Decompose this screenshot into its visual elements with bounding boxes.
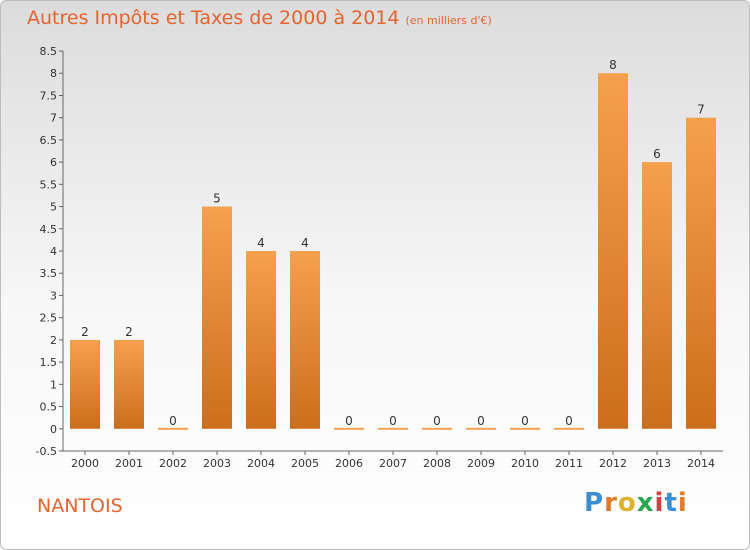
bar-2011	[554, 427, 584, 430]
y-tick-label: 3.5	[40, 267, 58, 280]
y-tick-label: 4	[50, 245, 57, 258]
data-label: 8	[609, 58, 617, 72]
y-tick-label: 4.5	[40, 223, 58, 236]
data-label: 5	[213, 192, 221, 206]
y-tick-label: 7	[50, 112, 57, 125]
y-tick-label: 2	[50, 334, 57, 347]
x-tick-label: 2012	[599, 457, 627, 470]
data-label: 4	[257, 236, 265, 250]
x-tick-label: 2013	[643, 457, 671, 470]
data-label: 7	[697, 103, 705, 117]
y-tick-label: 7.5	[40, 89, 58, 102]
chart-unit: (en milliers d'€)	[405, 14, 492, 27]
bar-2006	[334, 427, 364, 430]
x-tick-label: 2008	[423, 457, 451, 470]
y-tick-label: 3	[50, 289, 57, 302]
y-tick-label: 0.5	[40, 401, 58, 414]
data-labels: 2 2 0 5 4 4 0 0 0 0 0 0 8 6 7	[81, 58, 705, 428]
x-tick-label: 2002	[159, 457, 187, 470]
data-label: 2	[81, 325, 89, 339]
x-tick-label: 2003	[203, 457, 231, 470]
brand-logo[interactable]: Proxiti	[584, 488, 688, 518]
data-label: 2	[125, 325, 133, 339]
chart-title: Autres Impôts et Taxes de 2000 à 2014 (en…	[27, 7, 492, 29]
bar-2014	[686, 117, 716, 429]
bar-2002	[158, 427, 188, 430]
y-tick-label: 0	[50, 423, 57, 436]
y-tick-label: 2.5	[40, 312, 58, 325]
bar-2003	[202, 206, 232, 429]
x-tick-label: 2010	[511, 457, 539, 470]
x-tick-label: 2014	[687, 457, 715, 470]
x-tick-label: 2005	[291, 457, 319, 470]
bar-2000	[70, 339, 100, 429]
bar-2008	[422, 427, 452, 430]
data-label: 0	[345, 414, 353, 428]
y-tick-label: 6	[50, 156, 57, 169]
x-tick-label: 2007	[379, 457, 407, 470]
data-label: 6	[653, 147, 661, 161]
y-tick-label: -0.5	[36, 445, 57, 458]
y-tick-label: 8.5	[40, 45, 58, 58]
y-tick-label: 5.5	[40, 178, 58, 191]
data-label: 0	[169, 414, 177, 428]
city-name: NANTOIS	[37, 495, 123, 517]
x-tick-label: 2000	[71, 457, 99, 470]
y-tick-label: 8	[50, 67, 57, 80]
data-label: 0	[477, 414, 485, 428]
y-tick-label: 1.5	[40, 356, 58, 369]
bar-2009	[466, 427, 496, 430]
chart-title-text: Autres Impôts et Taxes de 2000 à 2014	[27, 7, 400, 29]
data-label: 0	[565, 414, 573, 428]
x-tick-label: 2011	[555, 457, 583, 470]
x-tick-label: 2004	[247, 457, 275, 470]
bar-2013	[642, 162, 672, 429]
data-label: 4	[301, 236, 309, 250]
axes: 8.5 8 7.5 7 6.5 6 5.5 5 4.5 4 3.5 3 2.5 2 1.5 1 0.5 0 -0.5…	[36, 45, 723, 470]
bar-2012	[598, 73, 628, 429]
bars	[70, 73, 716, 430]
bar-2007	[378, 427, 408, 430]
bar-2001	[114, 339, 144, 429]
y-tick-label: 6.5	[40, 134, 58, 147]
bar-2010	[510, 427, 540, 430]
x-tick-label: 2009	[467, 457, 495, 470]
bar-2005	[290, 251, 320, 429]
data-label: 0	[521, 414, 529, 428]
bar-2004	[246, 251, 276, 429]
x-tick-label: 2006	[335, 457, 363, 470]
data-label: 0	[389, 414, 397, 428]
y-tick-label: 5	[50, 201, 57, 214]
x-tick-label: 2001	[115, 457, 143, 470]
y-tick-label: 1	[50, 378, 57, 391]
data-label: 0	[433, 414, 441, 428]
